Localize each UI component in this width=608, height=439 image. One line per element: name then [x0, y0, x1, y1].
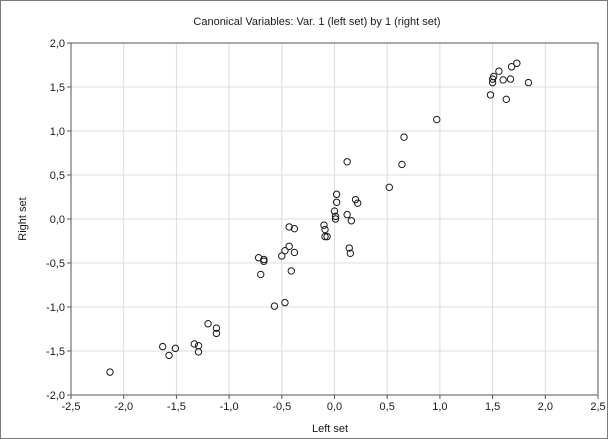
- x-tick-label: -2,5: [62, 401, 81, 413]
- data-point: [344, 211, 350, 217]
- y-tick-label: 0,0: [50, 214, 65, 226]
- y-tick-label: -1,0: [46, 302, 65, 314]
- data-point: [321, 222, 327, 228]
- y-tick-label: 0,5: [50, 170, 65, 182]
- x-axis-label: Left set: [312, 423, 348, 435]
- y-tick-label: 1,0: [50, 126, 65, 138]
- data-point: [434, 116, 440, 122]
- data-point: [107, 369, 113, 375]
- data-point: [195, 343, 201, 349]
- x-tick-label: 2,0: [538, 401, 553, 413]
- y-axis-label: Right set: [17, 197, 29, 240]
- y-tick-label: -2,0: [46, 390, 65, 402]
- data-point: [401, 134, 407, 140]
- x-tick-label: -1,5: [167, 401, 186, 413]
- x-tick-label: 0,5: [380, 401, 395, 413]
- data-point: [503, 96, 509, 102]
- data-point: [159, 343, 165, 349]
- data-point: [282, 299, 288, 305]
- data-point: [195, 349, 201, 355]
- x-tick-label: 2,5: [590, 401, 605, 413]
- chart-title: Canonical Variables: Var. 1 (left set) b…: [193, 16, 440, 28]
- x-tick-label: 0,0: [327, 401, 342, 413]
- data-point: [166, 352, 172, 358]
- x-tick-label: -1,0: [220, 401, 239, 413]
- x-tick-label: -0,5: [272, 401, 291, 413]
- y-tick-label: 2,0: [50, 38, 65, 50]
- data-point: [525, 79, 531, 85]
- data-point: [271, 303, 277, 309]
- data-point: [291, 249, 297, 255]
- data-point: [288, 268, 294, 274]
- data-point: [191, 341, 197, 347]
- x-tick-label: 1,0: [432, 401, 447, 413]
- data-point: [514, 60, 520, 66]
- data-point: [205, 321, 211, 327]
- data-point: [286, 243, 292, 249]
- y-tick-label: -0,5: [46, 258, 65, 270]
- x-tick-label: -2,0: [114, 401, 133, 413]
- data-point: [399, 161, 405, 167]
- x-tick-label: 1,5: [485, 401, 500, 413]
- data-point: [322, 226, 328, 232]
- y-tick-label: -1,5: [46, 346, 65, 358]
- data-point: [496, 68, 502, 74]
- y-tick-label: 1,5: [50, 82, 65, 94]
- data-point: [344, 159, 350, 165]
- data-point: [258, 271, 264, 277]
- data-point: [500, 77, 506, 83]
- data-point: [507, 76, 513, 82]
